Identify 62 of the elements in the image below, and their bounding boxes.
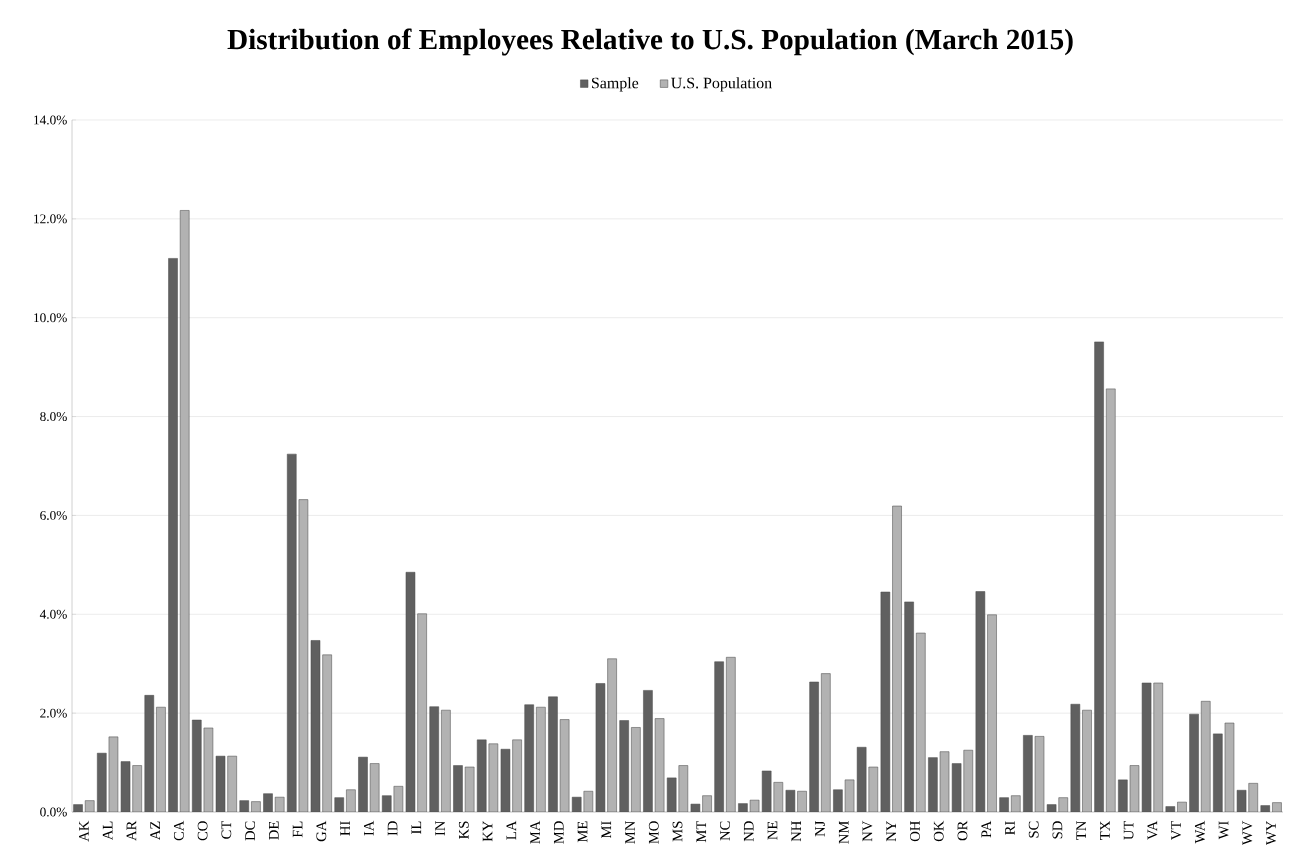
x-tick-label: MI <box>601 821 612 839</box>
x-tick-label: KS <box>458 821 469 839</box>
x-tick-label: MN <box>625 821 635 844</box>
x-tick-label: HI <box>340 821 350 836</box>
x-tick-label: CO <box>197 821 208 841</box>
x-tick-label: PA <box>981 820 992 838</box>
x-tick-label: MS <box>672 821 683 842</box>
x-tick-label: TX <box>1100 820 1110 840</box>
x-tick-label: ME <box>577 821 588 843</box>
y-tick-label: 0.0% <box>40 807 67 817</box>
x-tick-label: NE <box>767 821 778 840</box>
x-tick-label: IA <box>363 820 374 836</box>
x-tick-label: MA <box>530 820 540 844</box>
x-tick-label: UT <box>1123 820 1134 840</box>
y-tick-label: 10.0% <box>34 313 67 323</box>
legend-label: U.S. Population <box>671 77 772 92</box>
x-tick-label: AK <box>79 820 89 842</box>
x-tick-label: AZ <box>150 821 160 841</box>
x-tick-label: KY <box>482 821 493 842</box>
x-tick-label: NC <box>720 821 730 841</box>
x-tick-label: OK <box>933 820 944 842</box>
x-tick-label: WI <box>1218 821 1229 840</box>
x-tick-label: WY <box>1266 821 1277 845</box>
x-tick-label: NY <box>886 821 896 842</box>
x-tick-label: RI <box>1005 821 1015 835</box>
x-tick-label: NJ <box>815 820 825 837</box>
x-tick-label: MD <box>553 821 564 844</box>
y-tick-label: 14.0% <box>34 115 67 125</box>
x-tick-label: NV <box>862 820 873 842</box>
x-tick-label: VT <box>1171 820 1182 840</box>
y-tick-label: 6.0% <box>40 510 67 520</box>
x-tick-label: WV <box>1242 820 1253 845</box>
x-tick-label: DE <box>269 821 279 840</box>
x-tick-label: CA <box>173 820 184 841</box>
legend-label: Sample <box>592 77 639 92</box>
y-tick-label: 12.0% <box>34 214 67 224</box>
x-tick-label: LA <box>506 820 517 840</box>
x-tick-label: IN <box>435 821 445 836</box>
x-tick-label: TN <box>1076 821 1086 840</box>
x-tick-label: AL <box>102 821 113 841</box>
x-tick-label: OR <box>957 820 968 841</box>
x-tick-label: NM <box>838 821 849 844</box>
x-tick-label: FL <box>292 821 303 838</box>
x-tick-label: SD <box>1052 821 1063 839</box>
x-tick-label: VA <box>1147 820 1158 840</box>
x-tick-label: GA <box>316 820 327 842</box>
y-tick-label: 8.0% <box>40 412 67 422</box>
x-tick-label: CT <box>221 820 232 839</box>
x-tick-label: WA <box>1194 820 1205 844</box>
x-tick-label: OH <box>910 821 920 842</box>
x-tick-label: IL <box>411 821 422 834</box>
x-tick-label: MT <box>696 820 707 843</box>
x-tick-label: ND <box>743 821 754 842</box>
y-tick-label: 2.0% <box>40 708 67 718</box>
x-tick-label: AR <box>126 820 137 841</box>
x-tick-label: ID <box>387 821 398 836</box>
x-tick-label: NH <box>791 821 802 842</box>
x-tick-label: SC <box>1028 821 1039 838</box>
x-tick-label: MO <box>648 821 659 844</box>
y-tick-label: 4.0% <box>39 609 67 619</box>
chart-title: Distribution of Employees Relative to U.S. Population (March 2015) <box>227 28 1073 56</box>
x-tick-label: DC <box>245 821 255 841</box>
